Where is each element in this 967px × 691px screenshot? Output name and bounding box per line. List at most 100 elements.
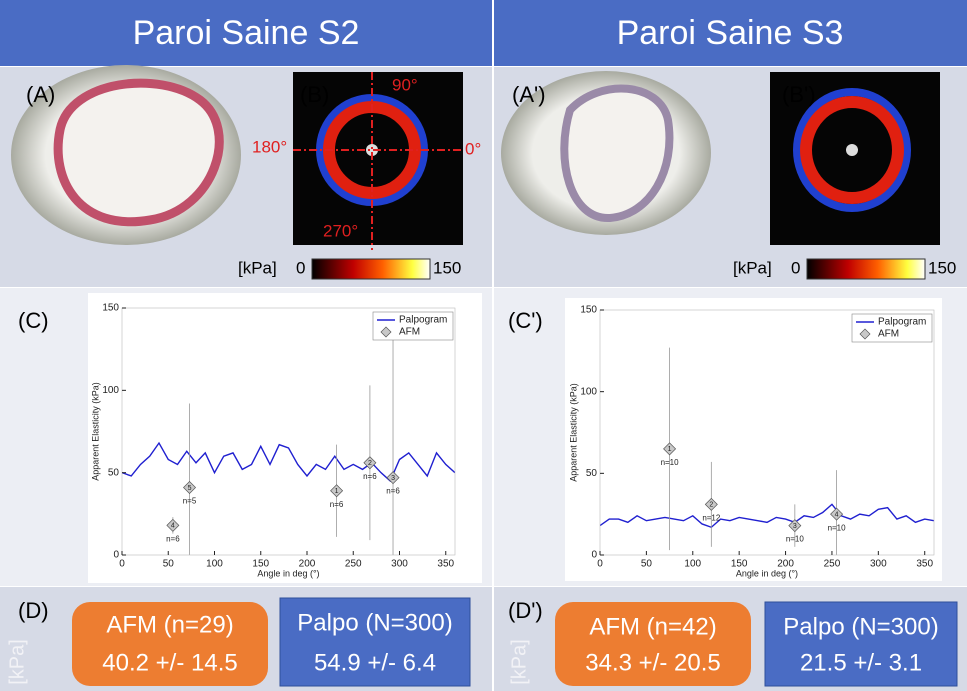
y-tick-label: 0 — [591, 550, 597, 561]
x-tick-label: 50 — [641, 559, 653, 570]
afm-point — [183, 480, 197, 494]
palpo-title: Palpo (N=300) — [783, 613, 938, 640]
x-tick-label: 300 — [391, 559, 408, 570]
plot-frame — [599, 309, 935, 556]
x-tick-label: 0 — [597, 559, 603, 570]
y-tick-label: 50 — [586, 468, 598, 479]
n-annotation: n=6 — [330, 500, 344, 509]
x-axis-label: Angle in deg (°) — [257, 568, 319, 578]
legend-label: AFM — [399, 327, 420, 338]
panel-label: (D') — [508, 598, 543, 623]
x-tick-label: 150 — [731, 559, 748, 570]
point-label: 4 — [171, 523, 175, 530]
palpo-box — [764, 601, 958, 687]
header-title: Paroi Saine S3 — [617, 14, 844, 52]
x-tick-label: 150 — [252, 559, 269, 570]
n-annotation: n=6 — [386, 487, 400, 496]
y-tick-label: 100 — [580, 386, 597, 397]
afm-point — [363, 456, 377, 470]
n-annotation: n=10 — [786, 535, 805, 544]
afm-title: AFM (n=42) — [589, 613, 716, 640]
y-tick-label: 100 — [102, 385, 119, 396]
afm-point — [830, 507, 844, 521]
legend-label: AFM — [878, 329, 899, 340]
n-annotation: n=10 — [828, 523, 847, 532]
point-label: 2 — [709, 502, 713, 509]
afm-point — [330, 484, 344, 498]
x-tick-label: 300 — [870, 559, 887, 570]
legend-swatch — [859, 328, 871, 340]
colorbar-min: 0 — [296, 258, 305, 277]
point-label: 1 — [668, 446, 672, 453]
n-annotation: n=10 — [661, 458, 680, 467]
palpogram-line — [600, 503, 934, 529]
angle-label: 180° — [252, 137, 287, 156]
n-annotation: n=5 — [183, 497, 197, 506]
ring-inner — [800, 96, 904, 204]
afm-value: 40.2 +/- 14.5 — [102, 649, 237, 676]
point-label: 5 — [188, 485, 192, 492]
palpo-value: 21.5 +/- 3.1 — [800, 649, 922, 676]
y-tick-label: 150 — [102, 303, 119, 314]
palpo-title: Palpo (N=300) — [297, 609, 452, 636]
colorbar-max: 150 — [928, 258, 956, 277]
chart-bg — [565, 298, 942, 581]
x-tick-label: 50 — [163, 559, 175, 570]
unit-label: [kPa] — [6, 639, 28, 685]
probe — [366, 144, 378, 156]
n-annotation: n=12 — [702, 513, 721, 522]
angle-label: 90° — [392, 75, 418, 94]
colorbar-unit: [kPa] — [238, 258, 277, 277]
afm-title: AFM (n=29) — [106, 611, 233, 638]
afm-point — [788, 519, 802, 533]
y-tick-label: 150 — [580, 305, 597, 316]
legend-label: Palpogram — [878, 317, 926, 328]
afm-point — [704, 497, 718, 511]
n-annotation: n=6 — [166, 534, 180, 543]
angle-label: 270° — [323, 221, 358, 240]
palpo-value: 54.9 +/- 6.4 — [314, 649, 436, 676]
panel-label: (A') — [512, 82, 546, 107]
colorbar — [806, 258, 926, 280]
point-label: 4 — [835, 512, 839, 519]
probe — [846, 144, 858, 156]
point-label: 2 — [368, 460, 372, 467]
header-title: Paroi Saine S2 — [133, 14, 360, 52]
x-tick-label: 350 — [916, 559, 933, 570]
afm-point — [663, 442, 677, 456]
colorbar-min: 0 — [791, 258, 800, 277]
panel-label: (A) — [26, 82, 55, 107]
y-axis-label: Apparent Elasticity (kPa) — [568, 383, 578, 482]
x-tick-label: 100 — [684, 559, 701, 570]
panel-label: (D) — [18, 598, 49, 623]
vessel-ring — [560, 84, 674, 223]
panel-label: (C') — [508, 308, 543, 333]
panel-label: (B) — [300, 82, 329, 107]
x-tick-label: 0 — [119, 559, 125, 570]
x-tick-label: 350 — [437, 559, 454, 570]
y-tick-label: 50 — [108, 467, 120, 478]
x-tick-label: 200 — [299, 559, 316, 570]
point-label: 1 — [335, 488, 339, 495]
x-tick-label: 250 — [824, 559, 841, 570]
afm-value: 34.3 +/- 20.5 — [585, 649, 720, 676]
x-axis-label: Angle in deg (°) — [736, 568, 798, 578]
panel-label: (C) — [18, 308, 49, 333]
header-bar — [0, 0, 967, 66]
x-tick-label: 200 — [777, 559, 794, 570]
legend-swatch — [380, 326, 392, 338]
colorbar-max: 150 — [433, 258, 461, 277]
afm-point — [166, 518, 180, 532]
y-axis-label: Apparent Elasticity (kPa) — [90, 382, 100, 481]
chart-bg — [88, 293, 482, 583]
palpo-box — [279, 597, 471, 687]
angle-label: 0° — [465, 139, 481, 158]
afm-box — [555, 602, 751, 686]
unit-label: [kPa] — [508, 639, 530, 685]
point-label: 3 — [391, 475, 395, 482]
afm-point — [386, 471, 400, 485]
y-tick-label: 0 — [113, 550, 119, 561]
ring-outer — [793, 88, 911, 212]
panel-label: (B') — [782, 82, 816, 107]
